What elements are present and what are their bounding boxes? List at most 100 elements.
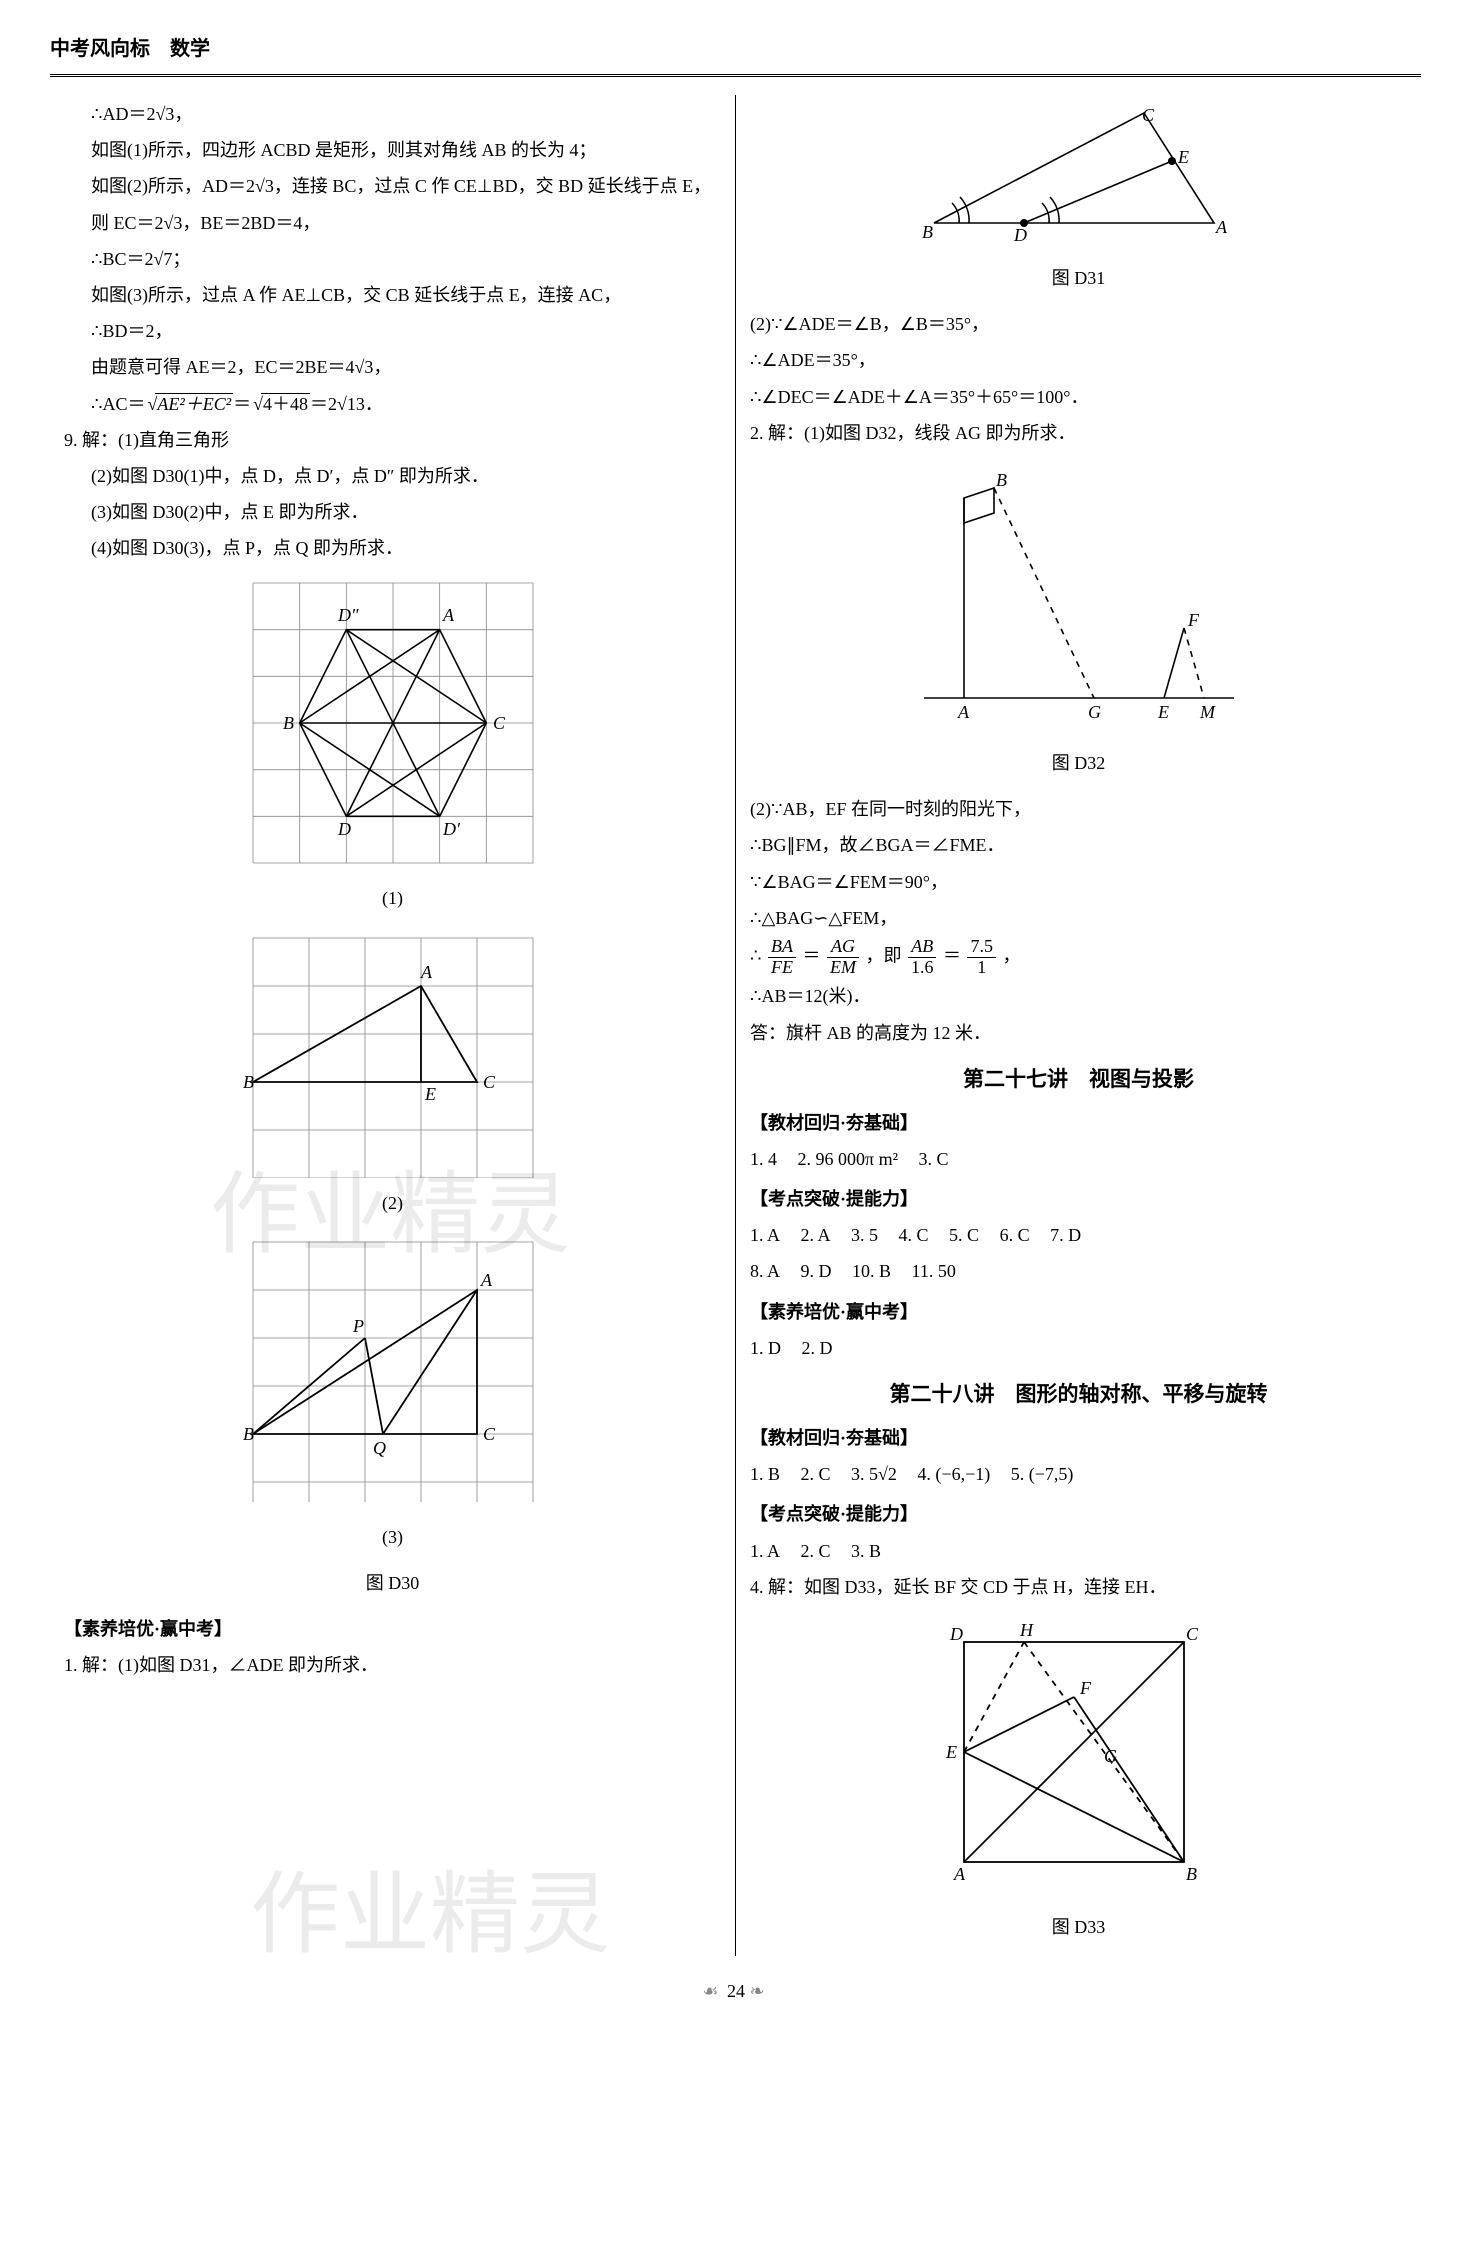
fig1-label: (1): [64, 881, 721, 915]
r8-mid3: ＝: [943, 945, 961, 965]
figd33-label: 图 D33: [750, 1910, 1407, 1944]
sub4-head: 【教材回归·夯基础】: [750, 1421, 1407, 1455]
s2b1: 9. D: [801, 1261, 832, 1281]
left-suyang-head: 【素养培优·赢中考】: [64, 1612, 721, 1646]
svg-text:C: C: [483, 1072, 496, 1092]
svg-text:M: M: [1199, 702, 1216, 722]
sub2-row1: 1. A 2. A 3. 5 4. C 5. C 6. C 7. D: [750, 1218, 1407, 1252]
s5a2: 3. B: [851, 1541, 881, 1561]
svg-text:E: E: [424, 1084, 436, 1104]
svg-text:C: C: [1186, 1624, 1199, 1644]
left-line-4: 则 EC＝2√3，BE＝2BD＝4，: [64, 206, 721, 240]
page-number: 24: [727, 1981, 745, 2001]
s2a0: 1. A: [750, 1225, 780, 1245]
s3a0: 1. D: [750, 1338, 781, 1358]
figure-d30-3: A B C P Q: [243, 1232, 543, 1512]
f3n: AB: [908, 937, 937, 958]
fig3-label: (3): [64, 1520, 721, 1554]
svg-text:F: F: [1187, 610, 1200, 630]
s2a3: 4. C: [899, 1225, 929, 1245]
svg-text:D″: D″: [337, 605, 359, 625]
s1a0: 1. 4: [750, 1149, 777, 1169]
right-line-3: ∴∠DEC＝∠ADE＋∠A＝35°＋65°＝100°．: [750, 380, 1407, 414]
svg-text:D: D: [337, 819, 351, 839]
svg-text:Q: Q: [373, 1438, 386, 1458]
q9-2: (2)如图 D30(1)中，点 D，点 D′，点 D″ 即为所求．: [64, 459, 721, 493]
frac-2: AGEM: [827, 937, 859, 978]
left-line-6: 如图(3)所示，过点 A 作 AE⊥CB，交 CB 延长线于点 E，连接 AC，: [64, 278, 721, 312]
left-line-7: ∴BD＝2，: [64, 314, 721, 348]
sub2-row2: 8. A 9. D 10. B 11. 50: [750, 1254, 1407, 1288]
figure-d30-2: A B E C: [243, 928, 543, 1178]
frac-3: AB1.6: [908, 937, 937, 978]
r8-post: ，: [1002, 945, 1020, 965]
s2a1: 2. A: [801, 1225, 831, 1245]
s2a4: 5. C: [949, 1225, 979, 1245]
right-line-5: ∴BG∥FM，故∠BGA＝∠FME．: [750, 828, 1407, 862]
sub4-answers: 1. B 2. C 3. 5√2 4. (−6,−1) 5. (−7,5): [750, 1457, 1407, 1491]
right-line-1: (2)∵∠ADE＝∠B，∠B＝35°，: [750, 307, 1407, 341]
frac-4: 7.51: [967, 937, 996, 978]
figd31-label: 图 D31: [750, 261, 1407, 295]
s4a0: 1. B: [750, 1464, 780, 1484]
sub2-head: 【考点突破·提能力】: [750, 1182, 1407, 1216]
right-line-10: 答：旗杆 AB 的高度为 12 米．: [750, 1016, 1407, 1050]
r8-mid2: ，即: [865, 945, 901, 965]
figure-d32: B AG EM F: [904, 458, 1254, 738]
left-line-8: 由题意可得 AE＝2，EC＝2BE＝4√3，: [64, 350, 721, 384]
sqrt-1: AE²＋EC²: [147, 387, 233, 421]
section-27-title: 第二十七讲 视图与投影: [750, 1060, 1407, 1100]
q9-4: (4)如图 D30(3)，点 P，点 Q 即为所求．: [64, 531, 721, 565]
sub5-head: 【考点突破·提能力】: [750, 1497, 1407, 1531]
svg-text:C: C: [493, 713, 506, 733]
f4n: 7.5: [967, 937, 996, 958]
svg-text:B: B: [1186, 1864, 1197, 1884]
right-line-8: ∴ BAFE ＝ AGEM ，即 AB1.6 ＝ 7.51 ，: [750, 937, 1407, 978]
footer-deco-left: ☙: [702, 1981, 722, 2001]
f2n: AG: [827, 937, 859, 958]
svg-text:A: A: [957, 702, 970, 722]
f1d: FE: [768, 958, 796, 978]
footer-deco-right: ❧: [750, 1981, 769, 2001]
left-line-9: ∴AC＝AE²＋EC²＝4＋48＝2√13．: [64, 387, 721, 421]
svg-text:E: E: [1157, 702, 1169, 722]
right-column: BD AC E 图 D31 (2)∵∠ADE＝∠B，∠B＝35°， ∴∠ADE＝…: [736, 95, 1421, 1956]
footer: ☙ 24 ❧: [50, 1974, 1421, 2008]
sqrt-2: 4＋48: [253, 387, 310, 421]
figd32-label: 图 D32: [750, 746, 1407, 780]
sub5-answers: 1. A 2. C 3. B: [750, 1534, 1407, 1568]
left-line-5: ∴BC＝2√7；: [64, 242, 721, 276]
f2d: EM: [827, 958, 859, 978]
svg-text:A: A: [953, 1864, 966, 1884]
page-header: 中考风向标 数学: [50, 30, 1421, 77]
svg-text:C: C: [1142, 105, 1155, 125]
sub1-answers: 1. 4 2. 96 000π m² 3. C: [750, 1142, 1407, 1176]
left-suyang-1: 1. 解：(1)如图 D31，∠ADE 即为所求．: [64, 1648, 721, 1682]
svg-text:A: A: [442, 605, 455, 625]
svg-text:B: B: [922, 222, 933, 242]
f4d: 1: [967, 958, 996, 978]
figure-d31: BD AC E: [914, 103, 1244, 253]
svg-text:A: A: [480, 1270, 493, 1290]
s2b0: 8. A: [750, 1261, 780, 1281]
svg-text:C: C: [483, 1424, 496, 1444]
right-line-6: ∵∠BAG＝∠FEM＝90°，: [750, 865, 1407, 899]
s4a4: 5. (−7,5): [1011, 1464, 1074, 1484]
q9-title: 9. 解：(1)直角三角形: [64, 423, 721, 457]
f3d: 1.6: [908, 958, 937, 978]
l9-rad: AE²＋EC²: [155, 393, 233, 414]
svg-text:E: E: [1177, 147, 1189, 167]
svg-text:G: G: [1088, 702, 1101, 722]
svg-text:P: P: [352, 1316, 364, 1336]
svg-text:A: A: [1215, 217, 1228, 237]
r8-pre: ∴: [750, 945, 761, 965]
s1a1: 2. 96 000π m²: [798, 1149, 899, 1169]
svg-text:H: H: [1019, 1620, 1034, 1640]
left-line-1: ∴AD＝2√3，: [64, 97, 721, 131]
s2a5: 6. C: [1000, 1225, 1030, 1245]
s2a6: 7. D: [1050, 1225, 1081, 1245]
right-line-4: (2)∵AB，EF 在同一时刻的阳光下，: [750, 792, 1407, 826]
frac-1: BAFE: [768, 937, 796, 978]
svg-text:E: E: [945, 1742, 957, 1762]
left-line-3: 如图(2)所示，AD＝2√3，连接 BC，过点 C 作 CE⊥BD，交 BD 延…: [64, 169, 721, 203]
